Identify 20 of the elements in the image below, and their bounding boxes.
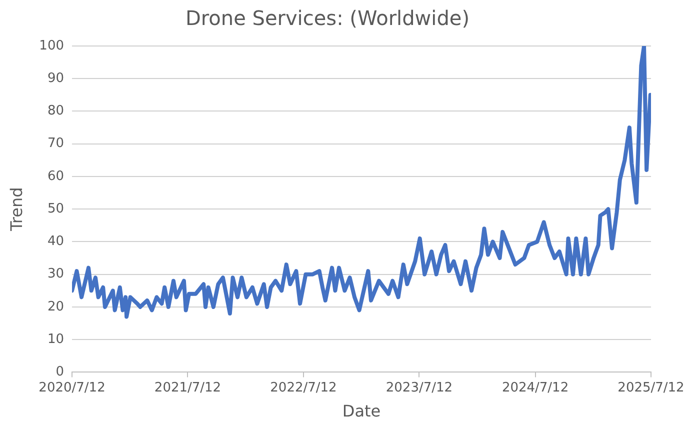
y-tick-label: 30 <box>47 266 64 282</box>
y-tick-label: 90 <box>47 70 64 86</box>
y-tick-label: 100 <box>39 38 64 54</box>
y-tick-label: 80 <box>47 104 64 119</box>
chart-title: Drone Services: (Worldwide) <box>185 6 470 30</box>
x-tick-label: 2023/7/12 <box>386 380 453 396</box>
y-tick-label: 20 <box>47 299 64 314</box>
y-tick-label: 0 <box>56 364 64 380</box>
x-tick-label: 2021/7/12 <box>154 380 222 396</box>
x-tick-label: 2025/7/12 <box>618 380 684 396</box>
y-tick-label: 10 <box>47 332 64 347</box>
y-axis-title: Trend <box>6 187 26 232</box>
y-tick-label: 40 <box>47 234 64 250</box>
y-tick-label: 50 <box>47 201 64 216</box>
y-tick-label: 70 <box>47 136 64 152</box>
y-tick-label: 60 <box>47 168 64 184</box>
x-tick-label: 2022/7/12 <box>270 380 337 396</box>
x-axis-title: Date <box>342 402 381 421</box>
x-tick-label: 2020/7/12 <box>38 380 106 396</box>
x-tick-label: 2024/7/12 <box>502 380 569 396</box>
